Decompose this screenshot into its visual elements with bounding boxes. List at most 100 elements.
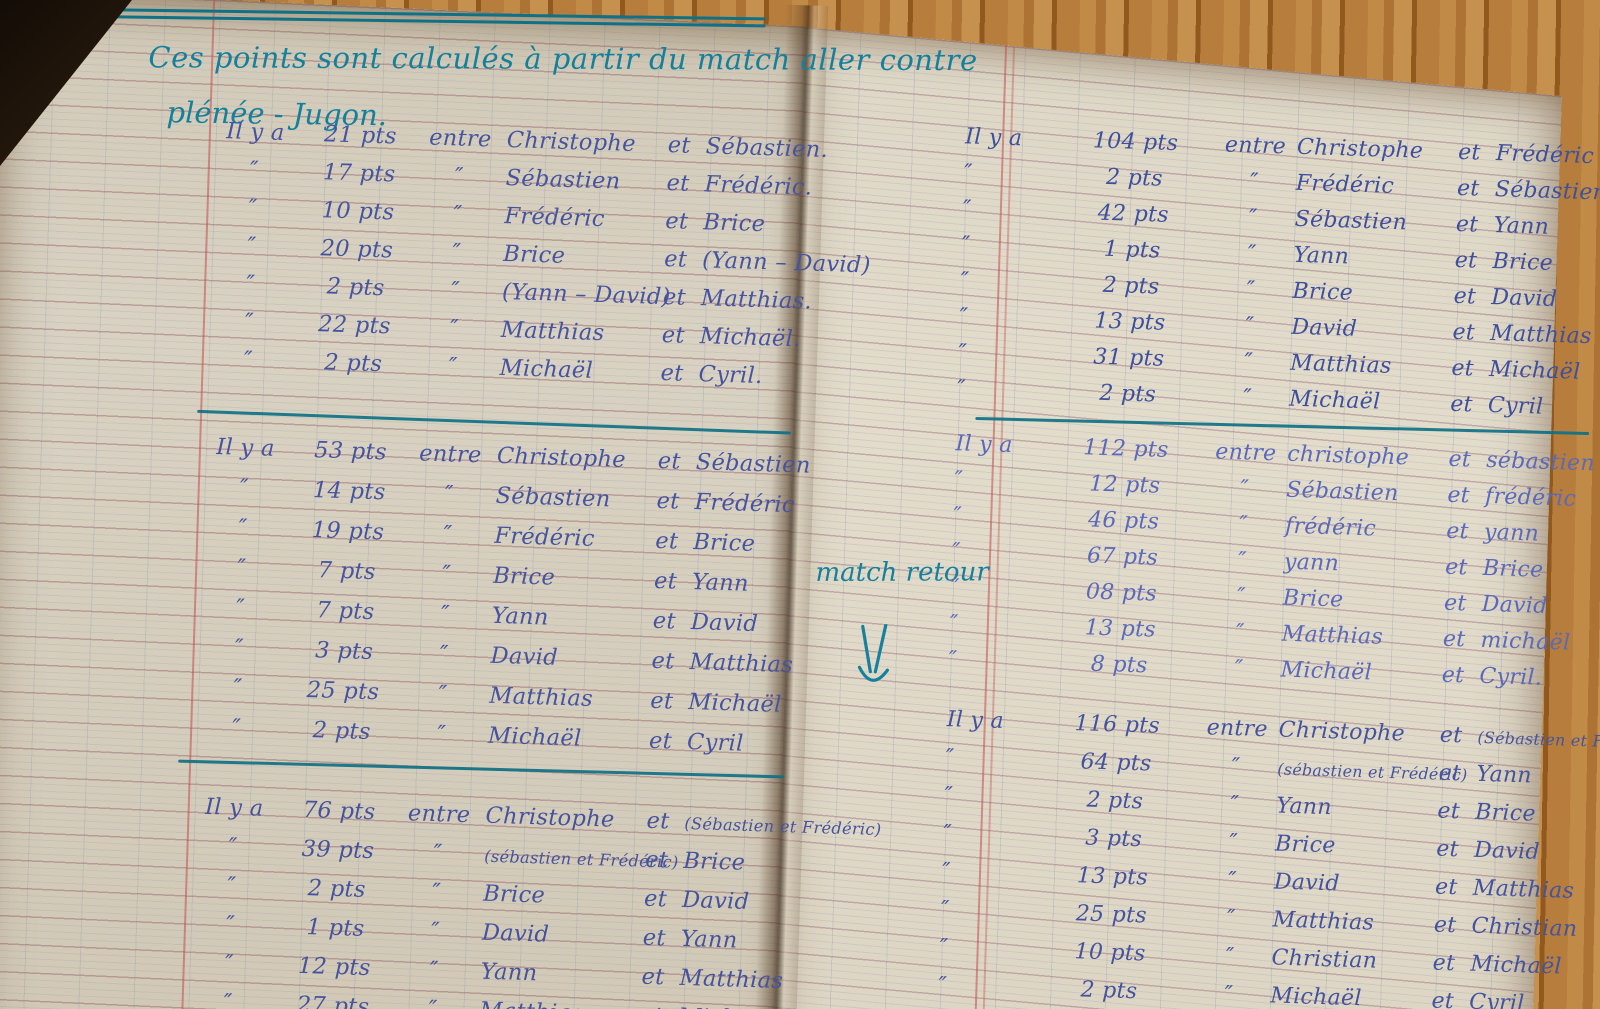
points-value: 2 pts xyxy=(1098,380,1157,408)
ditto-or-entre: ″ xyxy=(1247,241,1257,267)
player-a: Brice xyxy=(1274,831,1337,859)
player-a: Brice xyxy=(492,562,556,591)
down-arrow-icon xyxy=(857,623,889,682)
ditto-or-lead: Il y a xyxy=(204,793,264,822)
points-value: 2 pts xyxy=(312,717,372,745)
ditto-or-entre: ″ xyxy=(452,239,462,266)
ditto-or-lead: ″ xyxy=(941,859,952,885)
ditto-or-lead: ″ xyxy=(235,594,246,621)
points-value: 13 pts xyxy=(1076,863,1149,891)
points-value: 42 pts xyxy=(1097,200,1170,228)
ditto-or-entre: ″ xyxy=(453,201,463,228)
points-value: 13 pts xyxy=(1084,615,1157,643)
et-word: et xyxy=(1454,247,1478,274)
ditto-or-entre: entre xyxy=(407,800,471,829)
ditto-or-lead: ″ xyxy=(234,634,245,661)
player-a: frédéric xyxy=(1284,513,1377,542)
points-value: 39 pts xyxy=(301,835,375,865)
points-value: 2 pts xyxy=(307,875,367,903)
player-b: Michaël xyxy=(687,688,783,718)
ditto-or-lead: ″ xyxy=(948,647,958,673)
et-word: et xyxy=(666,170,690,197)
ditto-or-entre: ″ xyxy=(431,879,442,906)
player-a: Matthias xyxy=(488,682,594,712)
ditto-or-entre: ″ xyxy=(454,163,464,190)
player-b: Cyril. xyxy=(698,361,764,390)
player-a: Michaël xyxy=(487,722,582,752)
et-word: et xyxy=(1439,722,1463,749)
points-value: 7 pts xyxy=(316,597,375,626)
ditto-or-lead: ″ xyxy=(959,304,969,330)
et-word: et xyxy=(654,527,679,555)
ditto-or-lead: ″ xyxy=(960,268,970,294)
et-word: et xyxy=(660,359,684,387)
player-a: Sébastien xyxy=(1285,477,1399,507)
ditto-or-entre: entre xyxy=(428,124,492,153)
player-b: Matthias xyxy=(1489,320,1592,350)
et-word: et xyxy=(649,687,674,715)
player-b: Matthias xyxy=(679,964,784,995)
points-value: 12 pts xyxy=(297,952,371,982)
points-value: 2 pts xyxy=(326,273,386,302)
points-value: 10 pts xyxy=(321,197,395,226)
et-word: et xyxy=(644,846,669,874)
ditto-or-lead: ″ xyxy=(238,514,248,542)
points-value: 31 pts xyxy=(1092,344,1165,372)
et-word: et xyxy=(664,208,689,235)
ditto-or-entre: ″ xyxy=(440,601,451,628)
et-word: et xyxy=(656,487,680,515)
ditto-or-entre: ″ xyxy=(1228,830,1239,856)
player-a: Christophe xyxy=(496,442,627,473)
player-b: Brice xyxy=(702,209,766,238)
ditto-or-entre: ″ xyxy=(1242,385,1253,411)
player-a: (sébastien et Frédéric) xyxy=(484,846,679,872)
note-heading-line1: Ces points sont calculés à partir du mat… xyxy=(148,40,978,78)
et-word: et xyxy=(1441,662,1465,689)
ditto-or-lead: ″ xyxy=(247,232,257,260)
points-value: 8 pts xyxy=(1090,651,1148,679)
et-word: et xyxy=(1455,211,1479,238)
player-a: Christian xyxy=(1271,945,1378,974)
ditto-or-entre: entre xyxy=(1206,715,1269,743)
player-a: Christophe xyxy=(1296,134,1424,164)
player-a: Michaël xyxy=(499,354,594,384)
player-b: Yann xyxy=(691,569,750,597)
player-a: Brice xyxy=(1282,585,1344,613)
player-b: sébastien xyxy=(1485,447,1596,477)
player-a: christophe xyxy=(1286,441,1410,471)
ditto-or-entre: ″ xyxy=(438,681,448,708)
player-a: Matthias xyxy=(1272,907,1375,936)
et-word: et xyxy=(1453,283,1477,310)
ditto-or-lead: ″ xyxy=(940,897,950,923)
ditto-or-lead: ″ xyxy=(243,346,254,374)
et-word: et xyxy=(1438,760,1462,787)
points-value: 22 pts xyxy=(317,311,392,340)
ditto-or-entre: ″ xyxy=(1225,943,1235,970)
player-b: Brice xyxy=(1492,249,1554,276)
et-word: et xyxy=(1437,798,1461,825)
ditto-or-entre: ″ xyxy=(443,521,453,548)
player-a: David xyxy=(1273,869,1341,897)
player-a: Sébastien xyxy=(505,164,621,195)
ditto-or-lead: ″ xyxy=(245,270,256,298)
et-word: et xyxy=(1445,518,1470,545)
ditto-or-lead: ″ xyxy=(239,474,250,502)
points-value: 3 pts xyxy=(1084,825,1143,853)
ditto-or-entre: ″ xyxy=(450,277,461,304)
points-value: 64 pts xyxy=(1080,749,1152,777)
et-word: et xyxy=(1449,391,1474,418)
player-b: Brice xyxy=(682,847,746,876)
player-b: Cyril. xyxy=(1479,663,1543,691)
player-a: Frédéric xyxy=(494,522,596,552)
player-a: Brice xyxy=(1292,278,1354,306)
player-a: Frédéric xyxy=(504,202,606,233)
player-b: Christian xyxy=(1471,913,1578,942)
ditto-or-entre: ″ xyxy=(390,995,476,1009)
player-b: (Sébastien et Frédéric) xyxy=(684,813,882,840)
player-b: Frédéric xyxy=(1495,141,1595,170)
ditto-or-lead: ″ xyxy=(951,539,962,565)
points-value: 10 pts xyxy=(1074,939,1146,967)
player-a: David xyxy=(1290,314,1358,342)
